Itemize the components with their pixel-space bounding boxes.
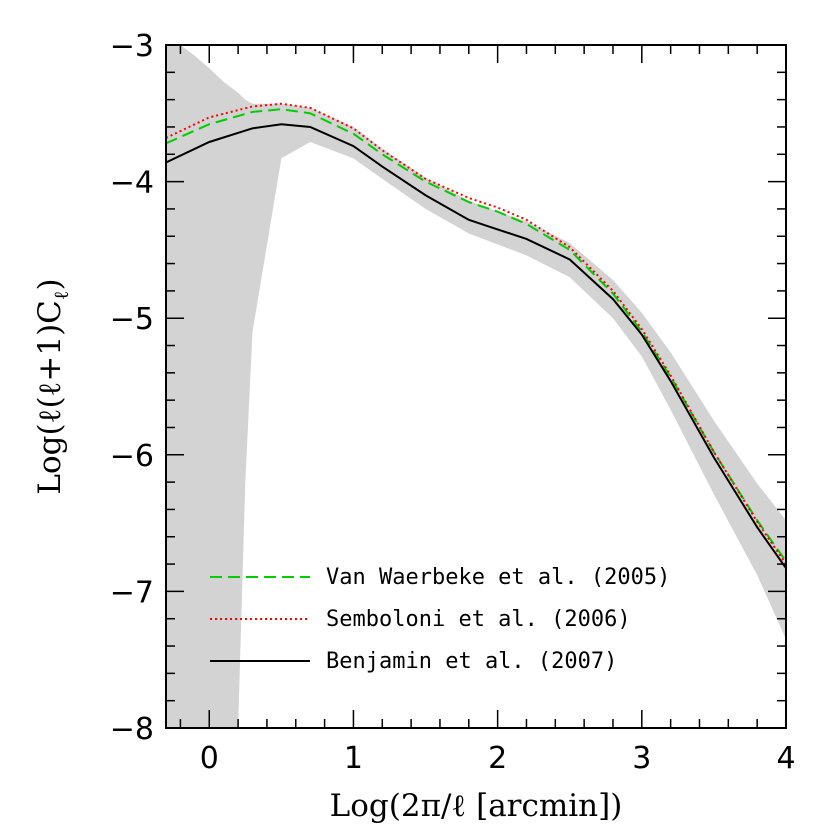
y-tick-label: −4 bbox=[110, 166, 154, 201]
tick-label-layer: 0 1 2 3 4 −8 −7 −6 −5 −4 −3 bbox=[110, 29, 796, 776]
uncertainty-band bbox=[166, 45, 786, 728]
y-axis-label-main: Log(ℓ(ℓ+1)C bbox=[32, 300, 68, 495]
x-axis-label: Log(2π/ℓ [arcmin]) bbox=[330, 788, 623, 824]
y-tick-label: −7 bbox=[110, 575, 154, 610]
y-tick-label: −6 bbox=[110, 439, 154, 474]
y-axis-label-subscript: ℓ bbox=[49, 291, 73, 301]
y-tick-label: −8 bbox=[110, 712, 154, 747]
series-line-2 bbox=[166, 102, 786, 565]
x-tick-label: 1 bbox=[344, 741, 363, 776]
x-tick-label: 4 bbox=[776, 741, 795, 776]
x-tick-label: 3 bbox=[632, 741, 651, 776]
legend-label-3: Benjamin et al. (2007) bbox=[326, 649, 617, 674]
y-axis-label-close: ) bbox=[32, 278, 68, 290]
plot-frame bbox=[165, 44, 787, 729]
series-line-3 bbox=[166, 123, 786, 569]
x-tick-label: 0 bbox=[200, 741, 219, 776]
legend-label-2: Semboloni et al. (2006) bbox=[326, 607, 631, 632]
x-tick-label: 2 bbox=[488, 741, 507, 776]
y-axis-label: Log(ℓ(ℓ+1)Cℓ) bbox=[32, 278, 73, 494]
y-tick-label: −5 bbox=[110, 302, 154, 337]
legend-label-1: Van Waerbeke et al. (2005) bbox=[326, 565, 670, 590]
series-layer bbox=[166, 102, 786, 569]
y-tick-label: −3 bbox=[110, 29, 154, 64]
legend: Van Waerbeke et al. (2005) Semboloni et a… bbox=[210, 565, 670, 674]
uncertainty-band-layer bbox=[166, 45, 786, 728]
